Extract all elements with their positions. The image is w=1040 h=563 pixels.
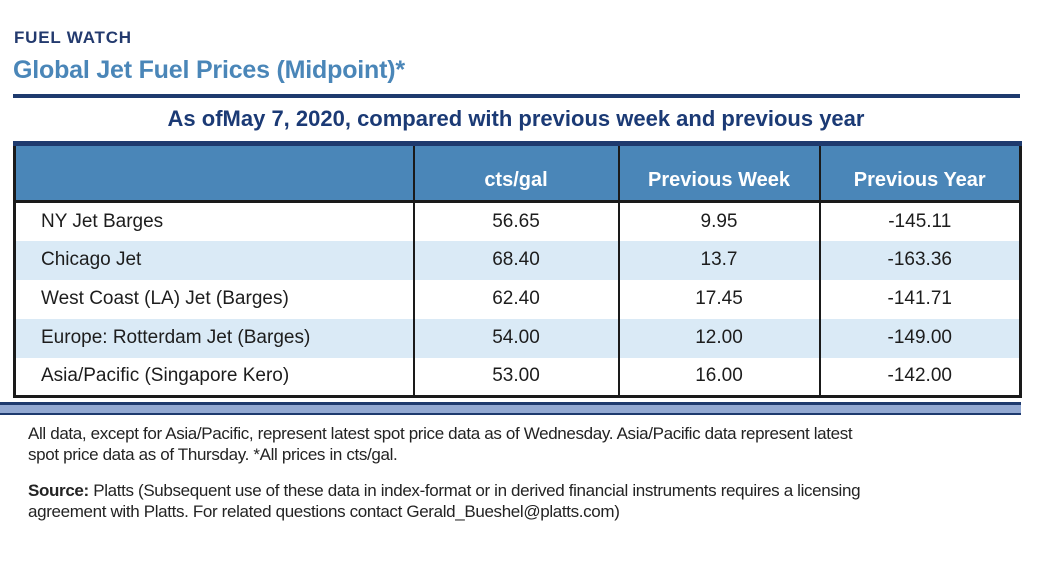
previous-year-value: -163.36 — [818, 240, 1021, 280]
previous-year-value: -145.11 — [818, 201, 1021, 241]
bottom-accent-band — [0, 402, 1021, 415]
table-row: West Coast (LA) Jet (Barges) 62.40 17.45… — [15, 279, 1021, 319]
previous-week-value: 16.00 — [617, 357, 820, 397]
row-label: Europe: Rotterdam Jet (Barges) — [14, 318, 414, 358]
column-header-cts-gal: cts/gal — [412, 143, 619, 203]
row-label: NY Jet Barges — [41, 210, 164, 232]
row-label: Chicago Jet — [14, 240, 414, 280]
table-row: Asia/Pacific (Singapore Kero) 53.00 16.0… — [15, 357, 1021, 397]
cts-gal-value: 54.00 — [412, 318, 619, 358]
source-label: Source: — [28, 481, 89, 500]
column-header-previous-week: Previous Week — [617, 143, 820, 203]
previous-week-value: 17.45 — [617, 279, 820, 319]
footnote-line: spot price data as of Thursday. *All pri… — [28, 445, 398, 464]
cts-gal-value: 56.65 — [412, 201, 619, 241]
page-title: Global Jet Fuel Prices (Midpoint)* — [13, 56, 405, 84]
kicker-fuel-watch: FUEL WATCH — [14, 28, 132, 47]
cts-gal-value: 53.00 — [412, 357, 619, 397]
source-note: Source: Platts (Subsequent use of these … — [28, 480, 1040, 522]
row-label: Asia/Pacific (Singapore Kero) — [41, 365, 290, 387]
title-divider — [13, 94, 1020, 98]
column-header-blank — [14, 143, 414, 203]
previous-year-value: -142.00 — [818, 357, 1021, 397]
previous-week-value: 9.95 — [617, 201, 820, 241]
table-row: Europe: Rotterdam Jet (Barges) 54.00 12.… — [14, 318, 1021, 358]
cts-gal-value: 62.40 — [412, 279, 619, 319]
table-row: Chicago Jet 68.40 13.7 -163.36 — [14, 240, 1021, 280]
table-row: NY Jet Barges 56.65 9.95 -145.11 — [15, 201, 1021, 241]
fuel-prices-table: cts/gal Previous Week Previous Year NY J… — [13, 141, 1022, 398]
table-header: cts/gal Previous Week Previous Year — [14, 143, 1021, 203]
table-subtitle: As ofMay 7, 2020, compared with previous… — [167, 106, 865, 131]
previous-year-value: -141.71 — [818, 279, 1021, 319]
footnote-line: All data, except for Asia/Pacific, repre… — [28, 424, 853, 443]
row-label: West Coast (LA) Jet (Barges) — [41, 288, 289, 309]
previous-week-value: 13.7 — [617, 240, 820, 280]
previous-week-value: 12.00 — [617, 318, 820, 358]
source-line: agreement with Platts. For related quest… — [28, 502, 620, 521]
column-header-previous-year: Previous Year — [818, 143, 1021, 203]
cts-gal-value: 68.40 — [412, 240, 619, 280]
source-line: Platts (Subsequent use of these data in … — [93, 481, 861, 500]
previous-year-value: -149.00 — [818, 318, 1021, 358]
data-footnote: All data, except for Asia/Pacific, repre… — [28, 423, 1040, 465]
